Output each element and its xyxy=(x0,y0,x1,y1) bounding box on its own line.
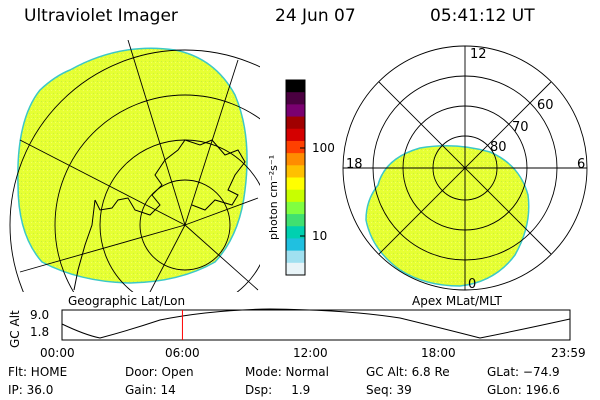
x-tick-2359: 23:59 xyxy=(551,346,586,360)
coastline xyxy=(73,139,246,291)
mlt-label-18: 18 xyxy=(346,157,363,172)
colorbar-tick-10: 10 xyxy=(312,229,328,243)
status-flt: Flt: HOME xyxy=(8,365,68,379)
colorbar-segment xyxy=(286,153,305,166)
colorbar-segment xyxy=(286,128,305,142)
status-glat: GLat: −74.9 xyxy=(487,365,560,379)
colorbar-segment xyxy=(286,80,305,93)
x-tick-0000: 00:00 xyxy=(40,346,75,360)
geographic-caption: Geographic Lat/Lon xyxy=(68,294,186,308)
altitude-y-label: GC Alt xyxy=(8,310,22,348)
colorbar-segment xyxy=(286,92,305,105)
status-seq: Seq: 39 xyxy=(366,383,412,397)
status-ip: IP: 36.0 xyxy=(8,383,54,397)
geographic-panel xyxy=(9,40,260,292)
altitude-plot xyxy=(61,308,571,341)
x-tick-1200: 12:00 xyxy=(293,346,328,360)
mlat-label-70: 70 xyxy=(512,120,529,135)
status-dsp: Dsp: 1.9 xyxy=(245,383,311,397)
status-mode: Mode: Normal xyxy=(245,365,329,379)
colorbar-segment xyxy=(286,262,305,276)
colorbar-segment xyxy=(286,250,305,264)
colorbar-segment xyxy=(286,140,305,154)
status-door: Door: Open xyxy=(125,365,194,379)
mlt-label-12: 12 xyxy=(470,47,487,62)
x-tick-1800: 18:00 xyxy=(421,346,456,360)
status-gain: Gain: 14 xyxy=(125,383,176,397)
colorbar-segment xyxy=(286,177,305,191)
apex-caption: Apex MLat/MLT xyxy=(412,294,502,308)
colorbar-segment xyxy=(286,201,305,215)
mlat-label-80: 80 xyxy=(490,140,507,155)
colorbar-segment xyxy=(286,189,305,203)
colorbar-segment xyxy=(286,165,305,178)
geographic-aurora-image xyxy=(17,47,248,284)
colorbar xyxy=(286,80,305,276)
mlt-label-6: 6 xyxy=(577,157,586,172)
altitude-curve xyxy=(61,308,571,339)
apex-panel xyxy=(342,45,588,291)
apex-aurora-image xyxy=(365,145,530,287)
status-glon: GLon: 196.6 xyxy=(487,383,560,397)
colorbar-unit-label: photon cm⁻²s⁻¹ xyxy=(267,154,280,240)
colorbar-segment xyxy=(286,226,305,239)
mlt-label-0: 0 xyxy=(468,277,477,292)
altitude-y-tick-min: 1.8 xyxy=(30,325,50,339)
time-label: 05:41:12 UT xyxy=(430,6,535,26)
colorbar-tick-100: 100 xyxy=(312,141,335,155)
instrument-title: Ultraviolet Imager xyxy=(24,6,178,26)
colorbar-segment xyxy=(286,104,305,118)
colorbar-segment xyxy=(286,116,305,130)
status-gc-alt: GC Alt: 6.8 Re xyxy=(366,365,450,379)
altitude-y-tick-max: 9.0 xyxy=(30,308,50,322)
colorbar-segment xyxy=(286,238,305,252)
date-label: 24 Jun 07 xyxy=(275,6,356,26)
x-tick-0600: 06:00 xyxy=(165,346,200,360)
mlat-label-60: 60 xyxy=(537,98,554,113)
colorbar-segment xyxy=(286,214,305,227)
